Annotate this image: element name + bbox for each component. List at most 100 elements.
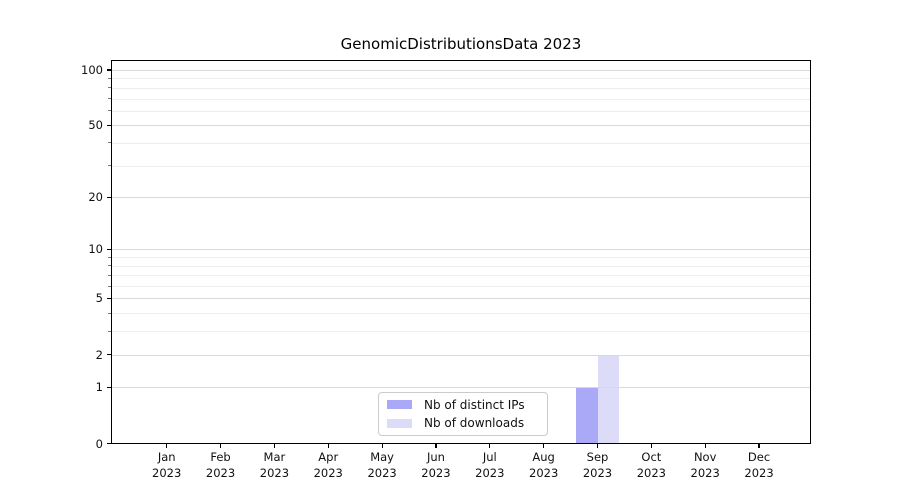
x-tick-label-oct-2023: Oct 2023 <box>623 449 679 481</box>
x-tick-label-year: 2023 <box>421 466 451 480</box>
y-gridline-major-1 <box>111 387 811 389</box>
legend-swatch-nb-of-downloads <box>387 418 412 429</box>
bar-nb-of-downloads-sep-2023 <box>597 354 619 444</box>
x-tick-label-month: Jun <box>426 450 445 464</box>
x-tick-label-month: Oct <box>641 450 662 464</box>
x-tick-label-month: Nov <box>693 450 717 464</box>
x-tick-label-month: Jan <box>157 450 176 464</box>
y-gridline-minor-80 <box>111 87 811 89</box>
x-tick-may-2023 <box>381 443 383 448</box>
x-tick-label-month: Sep <box>586 450 609 464</box>
chart-title: GenomicDistributionsData 2023 <box>340 35 582 53</box>
x-tick-label-year: 2023 <box>475 466 505 480</box>
x-tick-label-month: Apr <box>318 450 339 464</box>
x-tick-label-mar-2023: Mar 2023 <box>246 449 302 481</box>
y-tick-10 <box>106 248 111 251</box>
y-minor-tick-30 <box>108 165 111 167</box>
y-minor-tick-40 <box>108 142 111 144</box>
x-tick-label-year: 2023 <box>367 466 397 480</box>
x-tick-label-year: 2023 <box>259 466 290 480</box>
y-minor-tick-60 <box>108 110 111 112</box>
y-gridline-minor-9 <box>111 257 811 259</box>
y-minor-tick-3 <box>108 330 111 332</box>
y-minor-tick-70 <box>108 98 111 100</box>
x-tick-label-apr-2023: Apr 2023 <box>300 449 356 481</box>
x-tick-label-month: Mar <box>263 450 286 464</box>
y-gridline-minor-30 <box>111 165 811 167</box>
x-tick-label-year: 2023 <box>690 466 720 480</box>
x-tick-apr-2023 <box>327 443 329 448</box>
x-tick-label-year: 2023 <box>152 466 182 480</box>
x-tick-label-year: 2023 <box>205 466 236 480</box>
y-minor-tick-90 <box>108 77 111 79</box>
x-tick-label-jul-2023: Jul 2023 <box>462 449 518 481</box>
x-tick-sep-2023 <box>596 443 599 448</box>
y-gridline-minor-6 <box>111 286 811 288</box>
y-tick-label-0: 0 <box>95 436 103 451</box>
y-tick-label-10: 10 <box>88 242 103 257</box>
y-tick-1 <box>106 386 111 388</box>
y-gridline-minor-40 <box>111 142 811 144</box>
bar-nb-of-distinct-ips-sep-2023 <box>576 387 598 444</box>
x-tick-label-may-2023: May 2023 <box>354 449 410 481</box>
x-tick-jun-2023 <box>435 443 437 448</box>
y-gridline-major-2 <box>111 354 811 356</box>
y-minor-tick-9 <box>108 256 111 258</box>
x-tick-mar-2023 <box>273 443 275 448</box>
x-tick-dec-2023 <box>758 443 760 448</box>
y-gridline-minor-60 <box>111 110 811 112</box>
y-gridline-minor-90 <box>111 78 811 80</box>
legend-item-nb-of-distinct-ips: Nb of distinct IPs <box>379 396 547 414</box>
y-gridline-minor-7 <box>111 275 811 277</box>
legend-label: Nb of downloads <box>424 416 525 431</box>
x-tick-label-jan-2023: Jan 2023 <box>139 449 195 481</box>
y-minor-tick-8 <box>108 265 111 267</box>
y-tick-100 <box>106 69 111 71</box>
x-tick-label-aug-2023: Aug 2023 <box>516 449 572 481</box>
x-tick-aug-2023 <box>543 443 545 448</box>
y-minor-tick-7 <box>108 274 111 276</box>
legend-swatch-nb-of-distinct-ips <box>387 399 412 410</box>
y-tick-0 <box>106 442 111 445</box>
y-tick-label-100: 100 <box>81 63 103 77</box>
y-tick-label-2: 2 <box>95 347 103 362</box>
x-tick-label-jun-2023: Jun 2023 <box>408 449 464 481</box>
legend-label: Nb of distinct IPs <box>424 397 525 412</box>
x-tick-label-month: Aug <box>532 450 555 464</box>
y-gridline-major-10 <box>111 249 811 251</box>
y-tick-label-1: 1 <box>95 380 103 395</box>
y-minor-tick-4 <box>108 312 111 314</box>
x-tick-nov-2023 <box>704 443 706 448</box>
x-tick-label-year: 2023 <box>582 466 613 480</box>
x-tick-label-month: May <box>370 450 394 464</box>
y-tick-label-20: 20 <box>88 190 103 205</box>
x-tick-label-dec-2023: Dec 2023 <box>731 449 787 481</box>
x-tick-label-sep-2023: Sep 2023 <box>570 449 626 481</box>
y-gridline-minor-8 <box>111 265 811 267</box>
x-tick-label-month: Feb <box>210 450 231 464</box>
x-tick-jan-2023 <box>166 443 168 448</box>
x-tick-label-year: 2023 <box>744 466 774 480</box>
x-tick-jul-2023 <box>489 443 491 448</box>
x-tick-label-year: 2023 <box>529 466 559 480</box>
x-tick-label-month: Jul <box>482 450 497 464</box>
y-tick-5 <box>106 297 111 300</box>
y-gridline-minor-3 <box>111 331 811 333</box>
x-tick-label-year: 2023 <box>636 466 666 480</box>
y-gridline-major-5 <box>111 298 811 300</box>
y-tick-20 <box>106 196 111 198</box>
y-gridline-major-50 <box>111 125 811 127</box>
y-gridline-major-20 <box>111 197 811 199</box>
x-tick-label-year: 2023 <box>313 466 343 480</box>
y-gridline-minor-4 <box>111 313 811 315</box>
y-tick-label-5: 5 <box>95 291 103 306</box>
y-gridline-major-100 <box>111 70 811 71</box>
x-tick-label-feb-2023: Feb 2023 <box>193 449 249 481</box>
y-tick-label-50: 50 <box>88 118 103 133</box>
y-gridline-minor-70 <box>111 98 811 100</box>
legend-item-nb-of-downloads: Nb of downloads <box>379 414 547 432</box>
legend: Nb of distinct IPs Nb of downloads <box>378 392 548 436</box>
y-tick-2 <box>106 353 111 356</box>
plot-border <box>111 60 811 444</box>
